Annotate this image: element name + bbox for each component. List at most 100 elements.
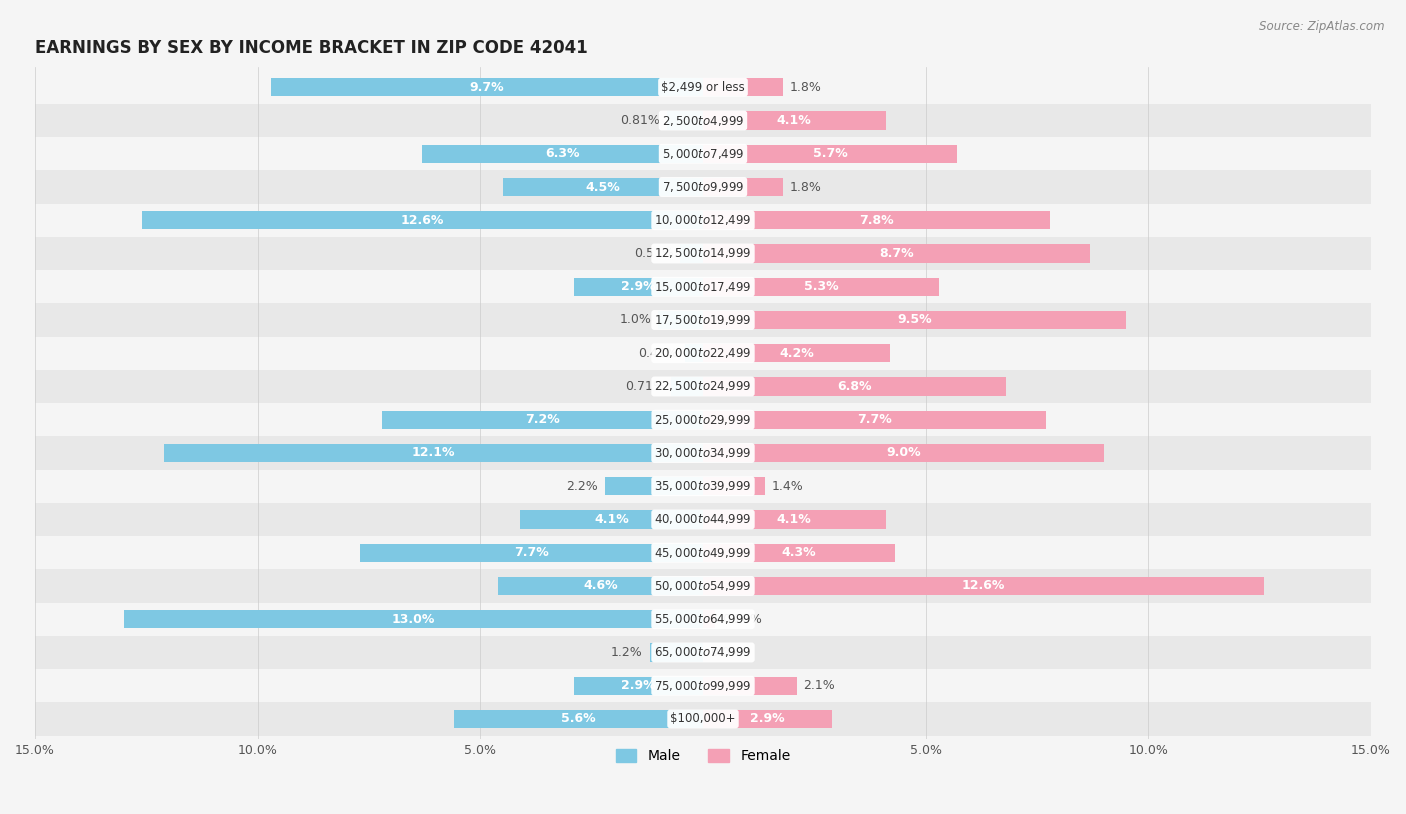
- Bar: [142, 211, 703, 230]
- Bar: [703, 311, 1126, 329]
- Bar: [35, 104, 1371, 137]
- Bar: [520, 510, 703, 528]
- Bar: [685, 344, 703, 362]
- Bar: [271, 78, 703, 96]
- Bar: [35, 636, 1371, 669]
- Bar: [666, 112, 703, 129]
- Bar: [360, 544, 703, 562]
- Bar: [124, 610, 703, 628]
- Text: 1.0%: 1.0%: [620, 313, 652, 326]
- Text: 7.8%: 7.8%: [859, 214, 894, 227]
- Text: 4.3%: 4.3%: [782, 546, 815, 559]
- Bar: [35, 337, 1371, 370]
- Text: $22,500 to $24,999: $22,500 to $24,999: [654, 379, 752, 393]
- Text: EARNINGS BY SEX BY INCOME BRACKET IN ZIP CODE 42041: EARNINGS BY SEX BY INCOME BRACKET IN ZIP…: [35, 39, 588, 58]
- Text: 1.8%: 1.8%: [790, 181, 821, 194]
- Text: 9.0%: 9.0%: [886, 447, 921, 459]
- Bar: [703, 477, 765, 496]
- Text: $20,000 to $22,499: $20,000 to $22,499: [654, 346, 752, 361]
- Text: 5.3%: 5.3%: [804, 280, 838, 293]
- Bar: [703, 278, 939, 295]
- Text: 2.2%: 2.2%: [567, 479, 599, 492]
- Bar: [574, 278, 703, 295]
- Text: $25,000 to $29,999: $25,000 to $29,999: [654, 413, 752, 427]
- Text: 0.81%: 0.81%: [620, 114, 661, 127]
- Bar: [703, 344, 890, 362]
- Bar: [35, 503, 1371, 536]
- Bar: [703, 610, 716, 628]
- Bar: [703, 710, 832, 728]
- Bar: [703, 78, 783, 96]
- Text: 1.4%: 1.4%: [772, 479, 804, 492]
- Bar: [35, 71, 1371, 104]
- Bar: [35, 602, 1371, 636]
- Text: 6.3%: 6.3%: [546, 147, 579, 160]
- Text: 5.6%: 5.6%: [561, 712, 596, 725]
- Text: 12.1%: 12.1%: [412, 447, 456, 459]
- Text: $75,000 to $99,999: $75,000 to $99,999: [654, 679, 752, 693]
- Bar: [35, 170, 1371, 204]
- Bar: [703, 444, 1104, 462]
- Bar: [703, 145, 957, 163]
- Bar: [382, 410, 703, 429]
- Text: 0.28%: 0.28%: [723, 613, 762, 626]
- Text: 2.9%: 2.9%: [621, 679, 655, 692]
- Bar: [703, 544, 894, 562]
- Bar: [703, 676, 797, 695]
- Bar: [35, 237, 1371, 270]
- Bar: [498, 577, 703, 595]
- Bar: [35, 270, 1371, 304]
- Text: 7.7%: 7.7%: [858, 414, 891, 427]
- Bar: [703, 577, 1264, 595]
- Bar: [35, 304, 1371, 337]
- Text: 1.2%: 1.2%: [612, 646, 643, 659]
- Bar: [703, 378, 1005, 396]
- Text: $50,000 to $54,999: $50,000 to $54,999: [654, 579, 752, 593]
- Text: 0.41%: 0.41%: [638, 347, 678, 360]
- Text: $2,499 or less: $2,499 or less: [661, 81, 745, 94]
- Bar: [681, 244, 703, 263]
- Text: 2.9%: 2.9%: [621, 280, 655, 293]
- Text: $65,000 to $74,999: $65,000 to $74,999: [654, 646, 752, 659]
- Bar: [703, 510, 886, 528]
- Text: $17,500 to $19,999: $17,500 to $19,999: [654, 313, 752, 327]
- Text: $100,000+: $100,000+: [671, 712, 735, 725]
- Text: 2.1%: 2.1%: [803, 679, 835, 692]
- Text: $45,000 to $49,999: $45,000 to $49,999: [654, 545, 752, 560]
- Bar: [703, 211, 1050, 230]
- Bar: [35, 702, 1371, 736]
- Bar: [672, 378, 703, 396]
- Text: $40,000 to $44,999: $40,000 to $44,999: [654, 513, 752, 527]
- Text: 4.1%: 4.1%: [595, 513, 628, 526]
- Text: $15,000 to $17,499: $15,000 to $17,499: [654, 280, 752, 294]
- Text: 6.8%: 6.8%: [837, 380, 872, 393]
- Text: 12.6%: 12.6%: [401, 214, 444, 227]
- Text: 4.1%: 4.1%: [778, 114, 811, 127]
- Bar: [703, 244, 1091, 263]
- Text: 2.9%: 2.9%: [751, 712, 785, 725]
- Text: 9.5%: 9.5%: [897, 313, 932, 326]
- Bar: [605, 477, 703, 496]
- Text: 4.5%: 4.5%: [585, 181, 620, 194]
- Bar: [454, 710, 703, 728]
- Bar: [35, 370, 1371, 403]
- Bar: [703, 177, 783, 196]
- Bar: [703, 410, 1046, 429]
- Bar: [35, 669, 1371, 702]
- Bar: [650, 643, 703, 662]
- Bar: [35, 536, 1371, 569]
- Text: $55,000 to $64,999: $55,000 to $64,999: [654, 612, 752, 626]
- Text: 4.1%: 4.1%: [778, 513, 811, 526]
- Text: 5.7%: 5.7%: [813, 147, 848, 160]
- Text: Source: ZipAtlas.com: Source: ZipAtlas.com: [1260, 20, 1385, 33]
- Text: $7,500 to $9,999: $7,500 to $9,999: [662, 180, 744, 194]
- Bar: [35, 403, 1371, 436]
- Text: 9.7%: 9.7%: [470, 81, 505, 94]
- Bar: [35, 137, 1371, 170]
- Bar: [502, 177, 703, 196]
- Text: 13.0%: 13.0%: [392, 613, 436, 626]
- Bar: [35, 436, 1371, 470]
- Text: 0.0%: 0.0%: [710, 646, 742, 659]
- Bar: [35, 569, 1371, 602]
- Text: $12,500 to $14,999: $12,500 to $14,999: [654, 247, 752, 260]
